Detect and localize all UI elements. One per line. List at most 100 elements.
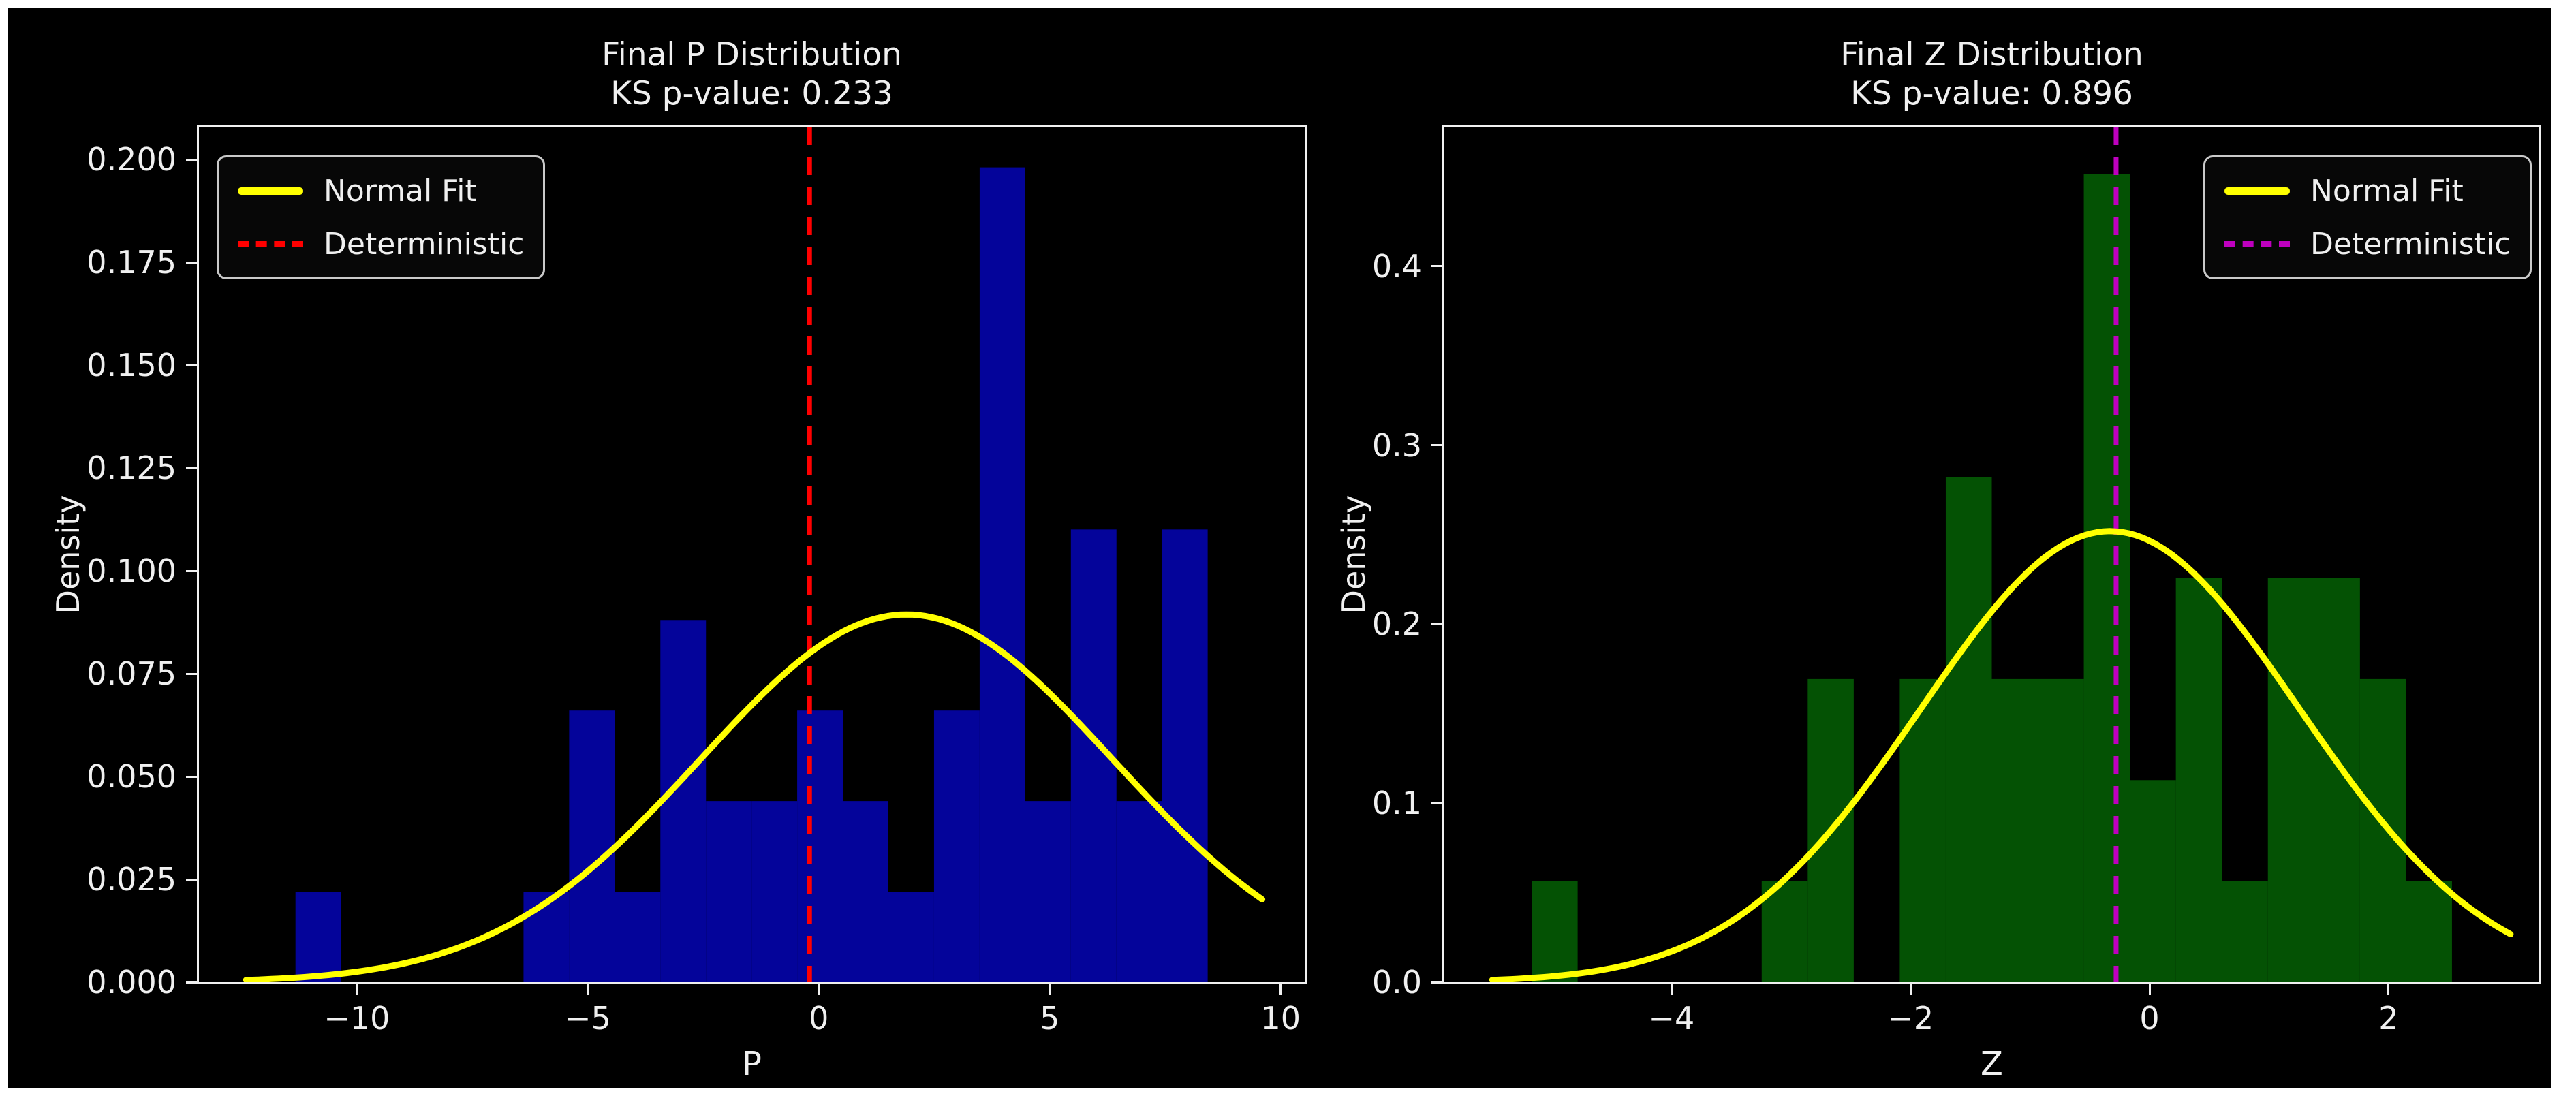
x-tick-label: 0 [809,1000,829,1037]
y-tick-label: 0.3 [1371,426,1422,464]
x-tick-mark [818,984,820,995]
y-tick-label: 0.2 [1371,606,1422,643]
histogram-bar [295,892,341,982]
x-tick-label: −10 [324,1000,390,1037]
histogram-bar [1116,801,1162,982]
histogram-bar [706,801,752,982]
deterministic-line-sample [2224,241,2290,247]
y-tick-mark [1431,444,1442,447]
histogram-bar [1532,881,1578,982]
y-tick-mark [186,775,197,778]
histogram-bar [2130,780,2176,982]
x-tick-mark [587,984,589,995]
axes-final-p [197,125,1307,984]
x-axis-label-p: P [742,1045,762,1083]
y-tick-mark [1431,981,1442,984]
histogram-bar [615,892,661,982]
histogram-bar [2083,174,2130,982]
histogram-bar [1162,529,1208,982]
x-tick-mark [2387,984,2390,995]
histogram-bar [2359,678,2406,982]
histogram-bar [2406,881,2452,982]
y-tick-mark [1431,802,1442,804]
title-line: Final Z Distribution [1840,36,2143,74]
y-tick-mark [1431,265,1442,268]
histogram-bar [933,710,980,982]
y-tick-label: 0.075 [87,655,176,693]
y-tick-mark [186,569,197,572]
legend-label-normal-fit: Normal Fit [2310,173,2464,208]
y-axis-label-z: Density [1335,494,1372,614]
y-tick-mark [186,878,197,881]
histogram-bar [569,710,615,982]
x-tick-mark [2148,984,2151,995]
y-tick-label: 0.025 [87,861,176,898]
ks-pvalue-line: KS p-value: 0.896 [1850,75,2133,112]
histogram-bar [2267,578,2314,982]
histogram-bar [2222,881,2268,982]
histogram-bar [751,801,798,982]
legend-label-deterministic: Deterministic [2310,226,2511,262]
normal-fit-line-sample [2224,187,2290,195]
y-tick-mark [186,672,197,675]
x-tick-label: −4 [1648,1000,1695,1037]
legend-item-normal-fit: Normal Fit [2224,171,2511,210]
y-tick-label: 0.4 [1371,247,1422,285]
y-tick-label: 0.150 [87,347,176,384]
x-tick-label: 5 [1040,1000,1060,1037]
x-tick-label: −5 [564,1000,611,1037]
legend-item-deterministic: Deterministic [2224,224,2511,264]
x-tick-label: −2 [1887,1000,1934,1037]
y-tick-label: 0.1 [1371,785,1422,822]
histogram-bar [1945,477,1992,982]
plot-area-p [243,127,1266,982]
normal-fit-curve [243,611,1266,982]
histogram-bar [979,167,1025,982]
legend-item-deterministic: Deterministic [238,224,524,264]
histogram-bar [1761,881,1808,982]
legend-label-deterministic: Deterministic [324,226,525,262]
histogram-bar [2038,678,2084,982]
legend-item-normal-fit: Normal Fit [238,171,524,210]
y-tick-label: 0.000 [87,964,176,1001]
histogram-bar [797,710,843,982]
y-tick-mark [186,981,197,984]
y-tick-mark [186,158,197,161]
x-axis-label-z: Z [1981,1045,2003,1083]
title-line: Final P Distribution [602,36,902,74]
y-tick-label: 0.100 [87,552,176,590]
histogram-bar [1025,801,1071,982]
x-tick-label: 2 [2378,1000,2399,1037]
figure-canvas: Final P Distribution KS p-value: 0.233 F… [8,8,2551,1088]
x-tick-mark [1670,984,1673,995]
y-tick-label: 0.200 [87,141,176,178]
chart-title-final-p: Final P Distribution KS p-value: 0.233 [197,35,1307,113]
legend-z: Normal Fit Deterministic [2203,155,2532,279]
histogram-bar [888,892,934,982]
x-tick-mark [1279,984,1282,995]
legend-label-normal-fit: Normal Fit [324,173,477,208]
y-tick-label: 0.050 [87,758,176,796]
y-tick-mark [1431,623,1442,625]
histogram-bar [523,892,570,982]
normal-fit-curve [1489,528,2514,982]
deterministic-line-sample [238,241,303,247]
normal-fit-line-sample [238,187,303,195]
x-tick-label: 10 [1260,1000,1301,1037]
x-tick-mark [1909,984,1912,995]
legend-p: Normal Fit Deterministic [217,155,546,279]
x-tick-mark [356,984,358,995]
histogram-bar [2175,578,2222,982]
y-tick-mark [186,467,197,469]
ks-pvalue-line: KS p-value: 0.233 [610,75,893,112]
y-tick-mark [186,364,197,366]
histogram-bar [1991,678,2038,982]
x-tick-label: 0 [2139,1000,2160,1037]
y-tick-label: 0.125 [87,450,176,487]
y-tick-label: 0.175 [87,244,176,281]
y-tick-label: 0.0 [1371,964,1422,1001]
plot-area-z [1489,127,2514,982]
axes-final-z [1442,125,2541,984]
y-tick-mark [186,261,197,264]
